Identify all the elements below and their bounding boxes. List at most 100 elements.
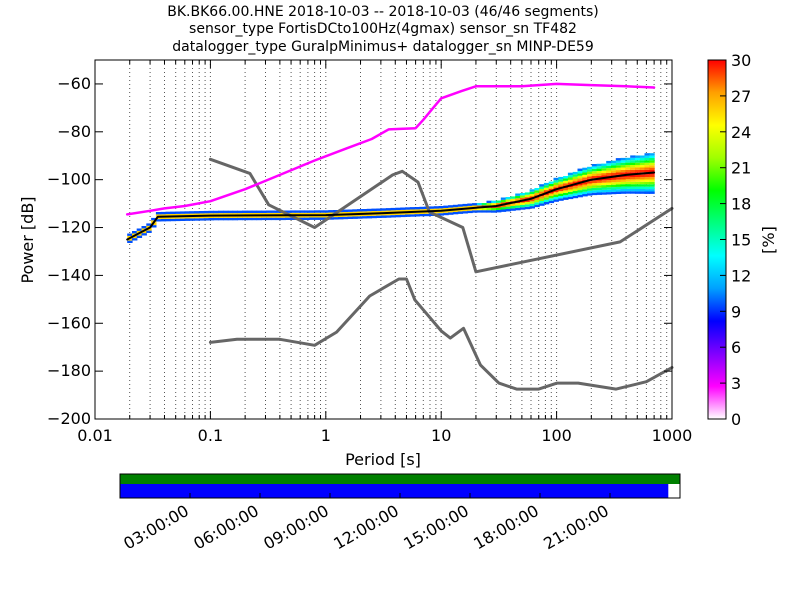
heatmap-cell xyxy=(567,182,574,185)
heatmap-cell xyxy=(462,208,468,212)
heatmap-cell xyxy=(649,177,655,180)
heatmap-cell xyxy=(203,213,210,216)
heatmap-cell xyxy=(141,230,147,234)
heatmap-cell xyxy=(558,188,564,192)
heatmap-cell xyxy=(213,210,219,214)
heatmap-cell xyxy=(630,181,636,185)
heatmap-cell xyxy=(577,187,583,191)
heatmap-cell xyxy=(601,180,607,183)
heatmap-cell xyxy=(414,214,420,217)
heatmap-cell xyxy=(553,180,559,183)
heatmap-cell xyxy=(323,212,329,216)
heatmap-cell xyxy=(266,212,272,216)
heatmap-cell xyxy=(601,192,607,195)
heatmap-cell xyxy=(596,168,602,171)
heatmap-cell xyxy=(572,176,579,179)
heatmap-cell xyxy=(438,210,444,214)
heatmap-cell xyxy=(620,169,626,173)
heatmap-cell xyxy=(520,197,526,201)
timeline-tick-label: 18:00:00 xyxy=(470,501,542,553)
heatmap-cell xyxy=(175,216,181,219)
heatmap-cell xyxy=(644,157,650,161)
heatmap-cell xyxy=(194,213,200,216)
x-tick-label: 1000 xyxy=(652,426,693,445)
heatmap-cell xyxy=(553,189,559,193)
heatmap-cell xyxy=(385,215,392,218)
heatmap-cell xyxy=(184,213,191,217)
heatmap-cell xyxy=(630,169,636,173)
heatmap-cell xyxy=(534,202,540,205)
heatmap-cell xyxy=(462,206,468,209)
heatmap-cell xyxy=(318,217,325,220)
heatmap-cell xyxy=(611,191,617,195)
heatmap-cell xyxy=(251,210,258,213)
heatmap-cell xyxy=(615,182,622,185)
heatmap-cell xyxy=(639,169,646,173)
colorbar-tick-label: 18 xyxy=(731,195,751,214)
heatmap-cell xyxy=(515,193,521,196)
heatmap-cell xyxy=(366,213,373,216)
heatmap-cell xyxy=(553,199,559,202)
heatmap-cell xyxy=(261,213,267,216)
heatmap-cell xyxy=(563,178,569,181)
colorbar-tick-label: 0 xyxy=(731,410,741,429)
heatmap-cell xyxy=(620,184,626,187)
heatmap-cell xyxy=(270,217,277,221)
heatmap-cell xyxy=(543,185,550,188)
heatmap-cell xyxy=(534,190,540,193)
heatmap-cell xyxy=(635,179,641,182)
heatmap-cell xyxy=(246,215,253,218)
heatmap-cell xyxy=(625,157,631,161)
heatmap-cell xyxy=(606,170,612,173)
heatmap-cell xyxy=(266,217,272,221)
heatmap-cell xyxy=(433,206,440,209)
timeline-tick-label: 09:00:00 xyxy=(260,501,332,553)
heatmap-cell xyxy=(577,168,583,171)
heatmap-cell xyxy=(587,171,593,174)
heatmap-cell xyxy=(606,192,612,195)
heatmap-cell xyxy=(548,193,555,196)
heatmap-cell xyxy=(644,181,650,185)
heatmap-cell xyxy=(472,205,478,208)
heatmap-cell xyxy=(649,170,655,173)
heatmap-cell xyxy=(558,181,564,185)
heatmap-cell xyxy=(457,206,464,210)
heatmap-cell xyxy=(342,212,349,215)
heatmap-cell xyxy=(515,198,521,201)
x-tick-label: 1 xyxy=(321,426,331,445)
heatmap-cell xyxy=(443,205,449,208)
heatmap-cell xyxy=(539,198,545,201)
heatmap-cell xyxy=(309,217,315,220)
heatmap-cell xyxy=(582,191,588,195)
heatmap-cell xyxy=(132,231,138,234)
heatmap-cell xyxy=(314,210,320,213)
heatmap-cell xyxy=(170,214,176,217)
heatmap-cell xyxy=(361,216,368,219)
heatmap-cell xyxy=(615,167,622,171)
y-tick-label: −80 xyxy=(57,122,91,141)
heatmap-cell xyxy=(213,213,219,216)
heatmap-cell xyxy=(587,166,593,170)
timeline-tick-label: 21:00:00 xyxy=(540,501,612,553)
heatmap-cell xyxy=(491,210,497,213)
heatmap-cell xyxy=(577,175,583,179)
heatmap-cell xyxy=(543,182,550,186)
heatmap-cell xyxy=(635,177,641,180)
heatmap-cell xyxy=(572,181,579,184)
heatmap-cell xyxy=(237,210,243,214)
heatmap-cell xyxy=(620,165,626,168)
heatmap-cell xyxy=(539,186,545,189)
heatmap-cell xyxy=(371,213,377,216)
heatmap-cell xyxy=(620,160,626,163)
timeline-tick-label: 12:00:00 xyxy=(330,501,402,553)
heatmap-cell xyxy=(318,215,325,218)
y-tick-label: −160 xyxy=(47,313,91,332)
heatmap-cell xyxy=(543,202,550,205)
timeline-bars xyxy=(120,474,680,498)
heatmap-cell xyxy=(347,216,353,219)
timeline-ticks: 03:00:0006:00:0009:00:0012:00:0015:00:00… xyxy=(120,493,612,553)
heatmap-cell xyxy=(649,191,655,194)
heatmap-cell xyxy=(227,215,234,218)
heatmap-cell xyxy=(606,160,612,164)
heatmap-cell xyxy=(596,192,602,195)
